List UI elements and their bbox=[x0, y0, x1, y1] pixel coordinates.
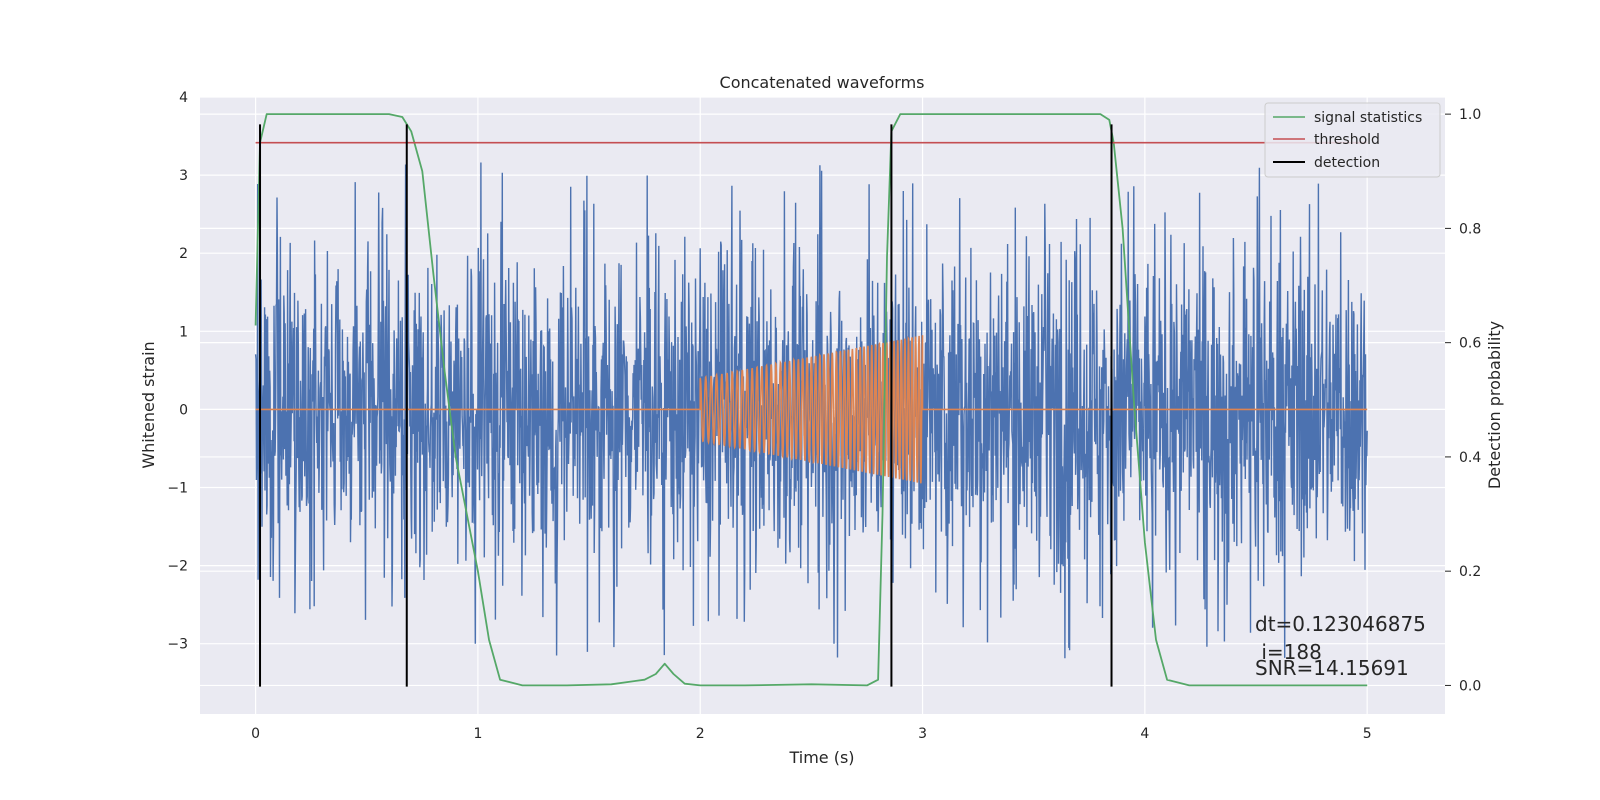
x-tick-label: 2 bbox=[696, 726, 705, 742]
x-axis: 0 1 2 3 4 5 bbox=[251, 726, 1372, 742]
annotation-dt: dt=0.123046875 bbox=[1255, 612, 1426, 636]
x-tick-label: 0 bbox=[251, 726, 260, 742]
x-axis-label: Time (s) bbox=[788, 748, 854, 767]
chart-title: Concatenated waveforms bbox=[720, 73, 925, 92]
y-axis-left: −3 −2 −1 0 1 2 3 4 bbox=[167, 90, 188, 653]
legend-box bbox=[1264, 102, 1441, 178]
y-axis-right: 0.0 0.2 0.4 0.6 0.8 1.0 bbox=[1445, 107, 1481, 694]
annotation-snr: SNR=14.15691 bbox=[1255, 656, 1409, 680]
y-tick-label: −2 bbox=[167, 559, 188, 575]
x-tick-label: 1 bbox=[473, 726, 482, 742]
y-tick-label: 2 bbox=[179, 246, 188, 262]
y2-tick-label: 0.4 bbox=[1459, 450, 1481, 466]
legend-label-detection: detection bbox=[1314, 155, 1380, 171]
x-tick-label: 5 bbox=[1363, 726, 1372, 742]
x-tick-label: 3 bbox=[918, 726, 927, 742]
strain-series bbox=[254, 162, 1368, 659]
signal-statistics-line bbox=[254, 113, 1368, 687]
signal-statistics-series bbox=[254, 113, 1368, 687]
injection-line bbox=[255, 335, 1368, 484]
y2-tick-label: 0.6 bbox=[1459, 336, 1481, 352]
y-tick-label: 3 bbox=[179, 168, 188, 184]
y-tick-label: 1 bbox=[179, 324, 188, 340]
y-tick-label: 4 bbox=[179, 90, 188, 106]
y-tick-label: −1 bbox=[167, 481, 188, 497]
y-tick-label: 0 bbox=[179, 402, 188, 418]
y2-tick-label: 0.0 bbox=[1459, 678, 1481, 694]
y2-tick-label: 0.8 bbox=[1459, 221, 1481, 237]
x-tick-label: 4 bbox=[1140, 726, 1149, 742]
y-tick-label: −3 bbox=[167, 637, 188, 653]
y2-tick-label: 0.2 bbox=[1459, 564, 1481, 580]
injection-series bbox=[255, 335, 1368, 484]
y2-tick-label: 1.0 bbox=[1459, 107, 1481, 123]
legend: signal statistics threshold detection bbox=[1264, 102, 1441, 178]
annotation-i: i=188 bbox=[1255, 640, 1322, 664]
legend-label-threshold: threshold bbox=[1314, 132, 1380, 148]
y2-axis-label: Detection probability bbox=[1485, 321, 1504, 489]
detection-series bbox=[259, 124, 1113, 687]
y-axis-label: Whitened strain bbox=[139, 341, 158, 468]
strain-line bbox=[254, 162, 1368, 659]
legend-label-signal-statistics: signal statistics bbox=[1314, 110, 1422, 126]
